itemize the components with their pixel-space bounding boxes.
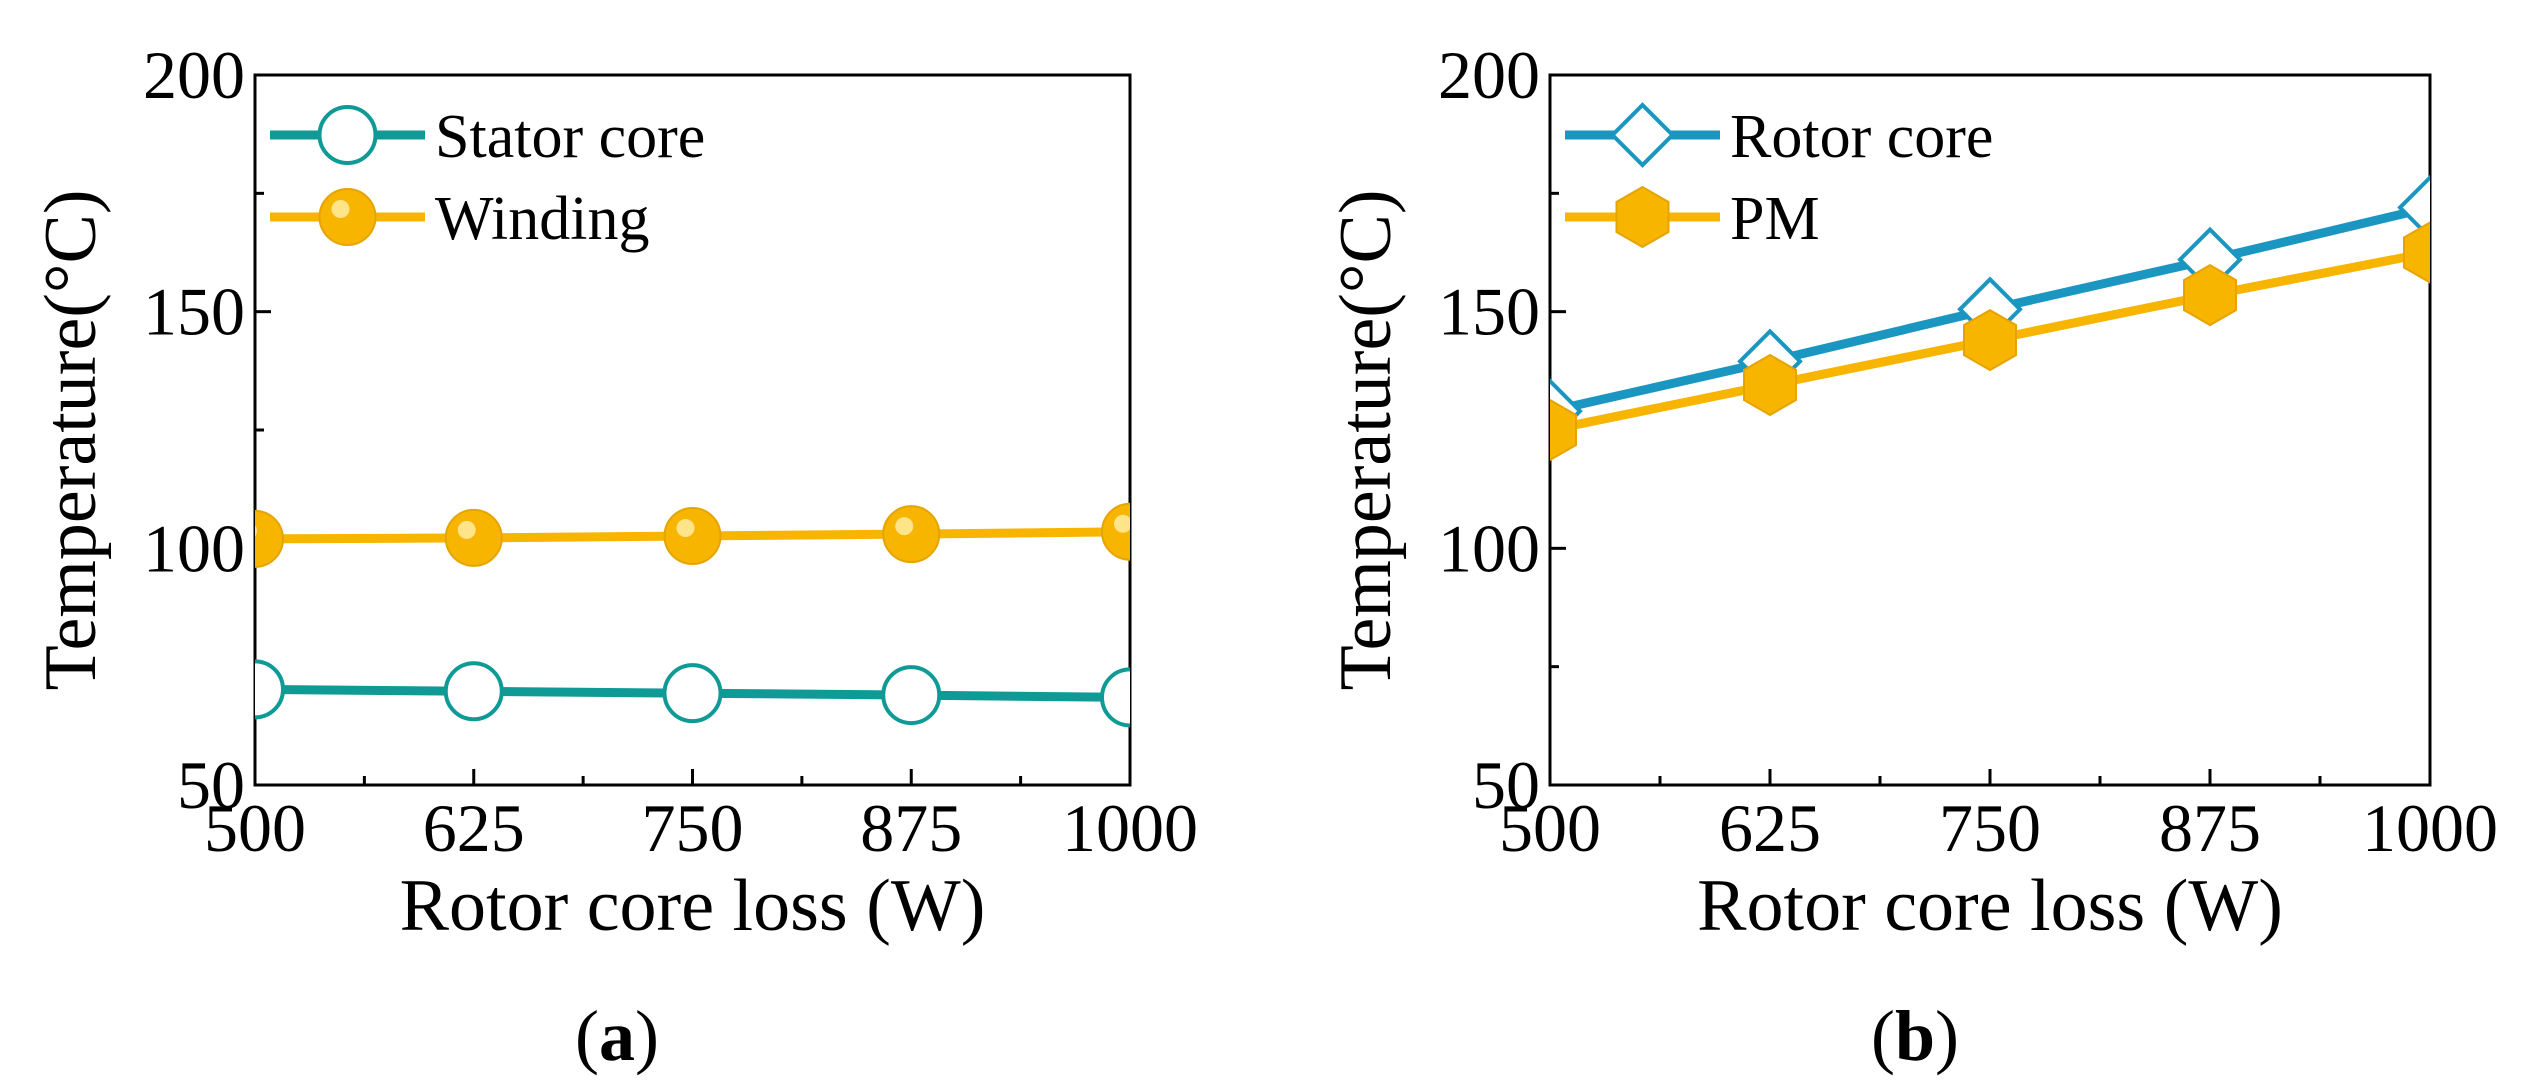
data-point — [662, 663, 723, 724]
data-point — [881, 665, 942, 726]
data-point — [1100, 667, 1130, 728]
y-tick-label: 200 — [1438, 37, 1540, 113]
data-point — [1963, 308, 2017, 372]
y-tick-label: 50 — [1472, 747, 1540, 823]
caption-paren-open: ( — [575, 996, 599, 1076]
data-point-highlight — [255, 525, 257, 537]
legend-marker — [1615, 185, 1670, 249]
data-point — [1743, 353, 1797, 417]
caption-letter: a — [599, 996, 635, 1076]
chart-panel-a: 500 625 750 875 1000 50 100 150 200 Rotor core lo… — [30, 37, 1198, 1076]
legend-label: Winding — [435, 185, 650, 253]
legend-label: Stator core — [435, 103, 705, 171]
data-point — [255, 659, 285, 720]
y-tick-label: 150 — [1438, 274, 1540, 350]
caption-paren-close: ) — [635, 996, 659, 1076]
data-point — [443, 661, 504, 722]
x-tick-label: 875 — [2159, 790, 2261, 866]
legend-marker — [1609, 102, 1676, 168]
x-tick-label: 500 — [1499, 790, 1601, 866]
plot-frame — [1548, 73, 2432, 787]
x-tick-label: 750 — [642, 790, 744, 866]
x-axis-label: Rotor core loss (W) — [400, 865, 986, 947]
data-point — [444, 508, 503, 567]
y-tick-label: 200 — [143, 37, 245, 113]
legend-marker — [318, 188, 377, 246]
caption-paren-open: ( — [1871, 996, 1895, 1076]
data-point — [663, 507, 722, 566]
series-group — [255, 502, 1130, 728]
legend-marker-highlight — [331, 200, 350, 218]
panel-caption: (a) — [575, 996, 659, 1076]
x-tick-label: 625 — [423, 790, 525, 866]
x-tick-label: 875 — [860, 790, 962, 866]
y-tick-label: 100 — [143, 510, 245, 586]
series-group — [1550, 174, 2430, 462]
x-axis-label: Rotor core loss (W) — [1697, 865, 2283, 947]
y-tick-label: 50 — [177, 747, 245, 823]
data-point-highlight — [457, 520, 476, 539]
data-point — [1550, 398, 1577, 462]
x-tick-label: 500 — [204, 790, 306, 866]
y-tick-label: 150 — [143, 274, 245, 350]
legend-label: Rotor core — [1730, 103, 1993, 171]
x-tick-label: 750 — [1939, 790, 2041, 866]
legend: Stator core Winding — [270, 103, 705, 253]
data-point — [2397, 174, 2430, 241]
data-point-highlight — [1114, 514, 1130, 533]
x-tick-label: 1000 — [2362, 790, 2498, 866]
x-tick-label: 1000 — [1062, 790, 1198, 866]
data-point-highlight — [676, 519, 695, 538]
data-point — [2183, 263, 2237, 327]
y-tick-label: 100 — [1438, 510, 1540, 586]
caption-letter: b — [1895, 996, 1935, 1076]
y-axis-label: Temperature(°C) — [1325, 189, 1407, 690]
x-tick-label: 625 — [1719, 790, 1821, 866]
panel-caption: (b) — [1871, 996, 1959, 1076]
data-point — [882, 505, 941, 564]
legend-marker — [317, 105, 378, 165]
data-point — [255, 509, 284, 568]
legend: Rotor core PM — [1565, 102, 1993, 253]
data-point — [1101, 502, 1130, 561]
caption-paren-close: ) — [1935, 996, 1959, 1076]
data-point — [2403, 221, 2430, 284]
legend-label: PM — [1730, 185, 1820, 253]
data-point-highlight — [895, 517, 914, 536]
chart-panel-b: 500 625 750 875 1000 50 100 150 200 Rotor core lo… — [1325, 37, 2498, 1076]
y-axis-label: Temperature(°C) — [30, 189, 112, 690]
